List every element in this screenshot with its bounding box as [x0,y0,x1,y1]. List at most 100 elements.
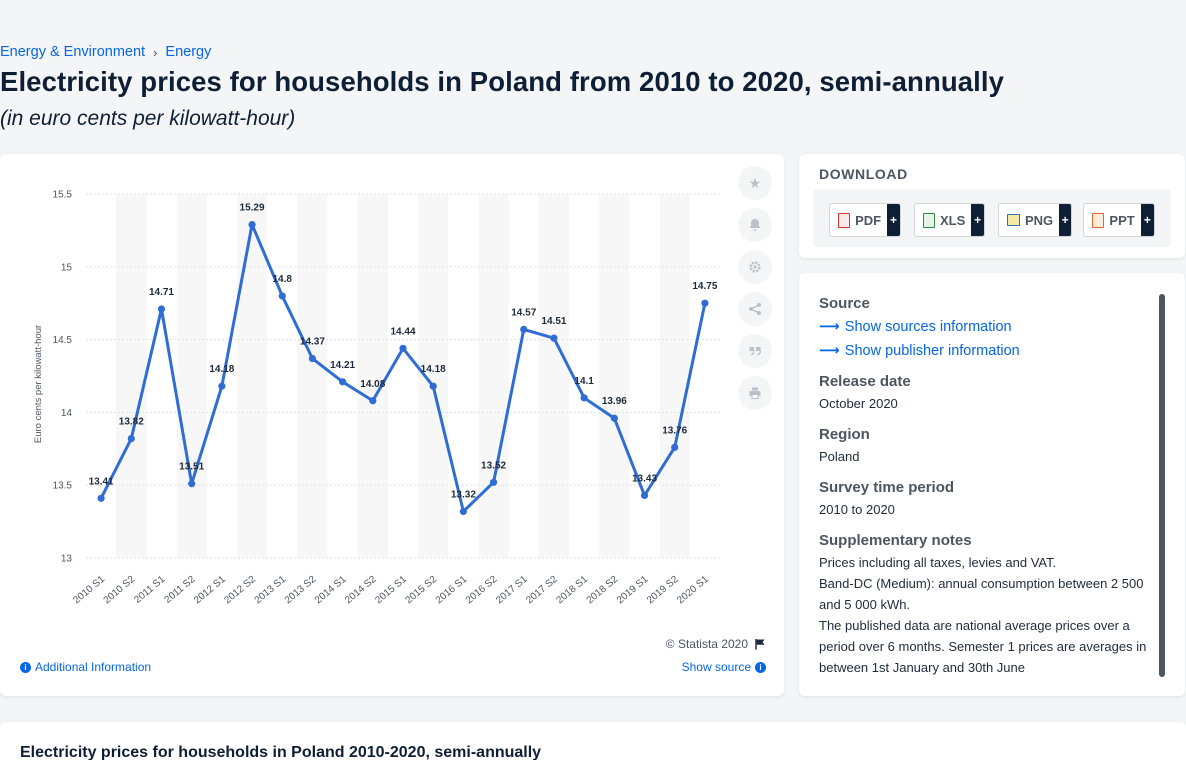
data-point [580,394,588,402]
note-line: Prices including all taxes, levies and V… [819,555,1057,570]
data-label: 14.51 [541,316,566,327]
scrollbar-thumb[interactable] [1159,294,1165,677]
related-card: Electricity prices for households in Pol… [0,722,1186,760]
x-tick-label: 2017 S2 [524,574,560,607]
region-value: Poland [819,449,860,464]
source-content[interactable]: Source ⟶ Show sources information ⟶ Show… [819,295,1147,677]
release-value: October 2020 [819,396,898,411]
data-label: 15.29 [240,203,265,214]
column-band [478,194,509,558]
x-tick-label: 2019 S2 [645,574,681,607]
data-label: 13.76 [662,425,687,436]
y-tick-label: 14 [61,408,73,419]
data-label: 14.44 [390,326,415,337]
data-point [157,305,166,313]
x-tick-label: 2020 S1 [675,574,711,607]
data-label: 13.96 [602,396,627,407]
column-band [116,194,147,558]
x-tick-label: 2013 S1 [253,574,289,607]
data-point [459,507,467,516]
data-point [429,382,437,390]
x-tick-label: 2014 S1 [313,574,349,607]
page-subtitle: (in euro cents per kilowatt-hour) [0,107,296,130]
source-scrollbar[interactable] [1159,294,1165,677]
column-band [236,194,268,558]
data-label: 14.21 [330,360,355,371]
x-tick-label: 2010 S1 [71,574,107,607]
copyright: © Statista 2020 [666,637,766,651]
download-ppt-label: PPT [1109,212,1135,228]
x-tick-label: 2015 S1 [373,574,409,607]
y-tick-label: 13.5 [53,481,73,492]
column-band [176,194,207,558]
show-publisher-link[interactable]: ⟶ Show publisher information [819,339,1147,363]
show-source-link[interactable]: Show source i [682,660,766,674]
download-pdf-button[interactable]: PDF + [829,203,901,237]
column-band [538,194,570,558]
data-point [369,397,377,405]
data-label: 14.37 [300,337,325,348]
download-buttons: PDF + XLS + PNG + PPT + [813,189,1171,247]
y-tick-label: 15 [61,262,73,273]
data-label: 13.32 [451,489,476,500]
survey-value: 2010 to 2020 [819,502,895,517]
chart-tools: ★ [738,166,772,410]
data-label: 13.43 [632,473,657,484]
note-line: Band-DC (Medium): annual consumption bet… [819,576,1144,612]
x-tick-label: 2018 S1 [554,574,590,607]
data-point [640,491,649,499]
gear-icon[interactable] [738,250,772,284]
star-icon[interactable]: ★ [738,166,772,200]
y-tick-label: 15.5 [53,190,73,201]
breadcrumb-item-energy[interactable]: Energy [165,44,212,60]
column-band [297,194,328,558]
data-point [671,443,679,451]
related-title: Electricity prices for households in Pol… [20,744,542,760]
show-sources-link[interactable]: ⟶ Show sources information [819,315,1147,339]
print-icon[interactable] [738,376,772,410]
quote-icon[interactable] [738,334,772,368]
survey-heading: Survey time period [819,479,955,496]
info-icon: i [20,661,31,673]
y-tick-label: 14.5 [53,335,73,346]
plus-icon: + [1059,204,1071,236]
copyright-text: © Statista 2020 [665,637,748,651]
data-point [701,299,709,307]
data-label: 13.41 [89,476,114,487]
additional-information-link[interactable]: i Additional Information [20,660,151,674]
data-point [610,414,618,422]
release-heading: Release date [819,373,911,390]
plus-icon: + [971,204,984,236]
download-png-button[interactable]: PNG + [998,203,1072,237]
x-tick-label: 2012 S1 [192,574,228,607]
additional-information-label: Additional Information [35,660,152,674]
source-card: Source ⟶ Show sources information ⟶ Show… [799,273,1185,696]
data-label: 14.8 [273,274,293,285]
download-pdf-label: PDF [855,212,882,228]
info-icon: i [755,661,766,673]
breadcrumb: Energy & Environment › Energy [0,44,211,60]
notes-heading: Supplementary notes [819,532,972,549]
share-icon[interactable] [738,292,772,326]
column-band [659,194,690,558]
data-point [248,220,256,229]
data-label: 14.18 [421,364,446,375]
y-tick-label: 13 [61,554,73,565]
download-xls-button[interactable]: XLS + [914,203,985,237]
flag-icon[interactable] [754,638,766,650]
breadcrumb-item-energy-environment[interactable]: Energy & Environment [0,44,146,60]
download-ppt-button[interactable]: PPT + [1083,203,1155,237]
data-point [399,344,407,352]
data-label: 14.71 [149,287,174,298]
column-band [599,194,630,558]
region-heading: Region [819,426,870,443]
x-tick-label: 2018 S2 [585,574,621,607]
bell-icon[interactable] [738,208,772,242]
data-label: 13.52 [481,460,506,471]
data-point [278,292,286,300]
page-title: Electricity prices for households in Pol… [0,66,1005,97]
x-tick-label: 2015 S2 [404,574,440,607]
ppt-file-icon [1092,212,1105,228]
x-tick-label: 2017 S1 [494,574,530,607]
